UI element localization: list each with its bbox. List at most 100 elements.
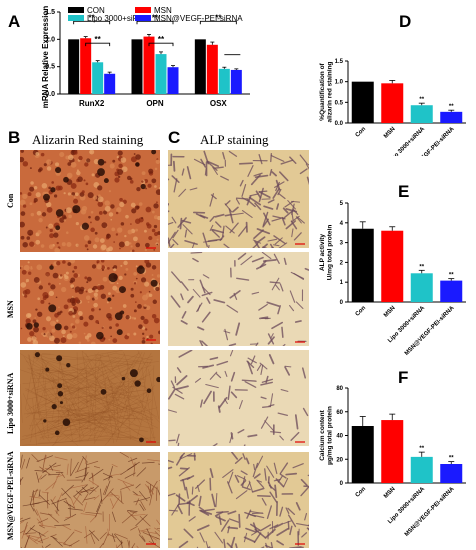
chart-a-bar: [80, 38, 92, 94]
panel-label-d: D: [399, 12, 412, 31]
chart-f-xtick-label: MSN: [383, 486, 397, 500]
chart-a-sig-bracket: [73, 20, 111, 25]
row-label-msn: MSN: [6, 300, 15, 318]
chart-d-sig-label: **: [419, 97, 424, 103]
panel-label-f: F: [398, 368, 409, 387]
chart-a-sig-bracket: [199, 20, 237, 25]
alizarin-photo-msnvegf: [20, 452, 160, 548]
alizarin-photo-lipo: [20, 350, 160, 446]
chart-a-xtick-label: RunX2: [79, 99, 105, 108]
alp-photo-msnvegf: [168, 452, 309, 548]
chart-e-xtick-label: Con: [355, 305, 368, 318]
row-label-con: Con: [6, 193, 15, 208]
chart-f-sig-label: **: [449, 456, 454, 462]
chart-d-xtick-label: MSN: [383, 126, 397, 140]
chart-a-sig-bracket: [136, 20, 174, 25]
chart-e-ytick-label: 2: [340, 260, 344, 266]
chart-e-ylabel: ALP activityU/mg total protein: [319, 225, 334, 281]
chart-e-bar: [351, 228, 374, 302]
chart-a-bar: [104, 73, 116, 94]
panel-label-a: A: [8, 12, 21, 31]
chart-a-bar: [68, 39, 80, 94]
chart-a-ytick-label: 0.0: [45, 91, 55, 98]
chart-a-bar: [167, 67, 179, 94]
chart-e-bar: [440, 280, 463, 302]
chart-e-xtick-label: MSN@VEGF-PEI-siRNA: [404, 305, 456, 357]
chart-a-bar: [218, 68, 230, 94]
chart-a-sig-label: **: [152, 13, 159, 22]
chart-d-ytick-label: 0.5: [335, 100, 344, 106]
chart-f-sig-label: **: [419, 446, 424, 452]
alizarin-section-title: Alizarin Red staining: [32, 132, 144, 147]
chart-a-bar: [194, 39, 206, 94]
chart-f-calcium-content: 0 20 40 60 80 Calcium contentµg/mg total prot…: [319, 386, 466, 538]
chart-a-legend-label: CON: [87, 6, 105, 15]
chart-d-ytick-label: 0.0: [335, 121, 344, 127]
chart-a-ylabel: mRNA Relative Expression: [41, 6, 50, 109]
chart-a-legend-label: MSN@VEGF-PEI-siRNA: [154, 14, 243, 23]
alizarin-photo-con: [20, 150, 160, 252]
chart-a-sig-bracket: [85, 42, 111, 47]
chart-a-legend-label: MSN: [154, 6, 172, 15]
chart-a-sig-bracket: [148, 42, 174, 47]
chart-d-bar: [440, 111, 463, 123]
chart-f-xtick-label: Con: [355, 486, 368, 499]
chart-a-bar: [143, 36, 155, 94]
chart-a-bar: [230, 69, 242, 94]
chart-e-xtick-label: MSN: [383, 305, 397, 319]
chart-a-legend-label: Lipo 3000+siRNA: [87, 14, 150, 23]
chart-a-legend-swatch: [68, 7, 84, 13]
chart-a-bar: [155, 54, 167, 94]
chart-f-ytick-label: 60: [336, 410, 343, 416]
chart-a-ytick-label: 1.0: [45, 36, 55, 43]
chart-a-sig-label: **: [89, 13, 96, 22]
chart-f-bar: [410, 456, 433, 483]
alizarin-photo-msn: [20, 260, 160, 344]
chart-a-legend-swatch: [135, 15, 151, 21]
chart-e-bar: [381, 230, 404, 302]
chart-e-ytick-label: 4: [340, 221, 344, 227]
chart-a-legend-swatch: [68, 15, 84, 21]
chart-a-bar: [92, 62, 104, 94]
chart-e-ytick-label: 0: [340, 300, 344, 306]
chart-a-ytick-label: 0.5: [45, 64, 55, 71]
chart-f-xtick-label: MSN@VEGF-PEI-siRNA: [404, 486, 456, 538]
chart-d-ytick-label: 1.0: [335, 80, 344, 86]
chart-a-sig-label: **: [95, 35, 102, 44]
chart-f-ytick-label: 80: [336, 386, 343, 392]
chart-a-xtick-label: OSX: [210, 99, 228, 108]
chart-e-sig-label: **: [449, 273, 454, 279]
chart-e-sig-label: **: [419, 264, 424, 270]
alp-photo-con: [168, 150, 309, 248]
chart-a-xtick-label: OPN: [146, 99, 164, 108]
chart-e-alp-activity: 0 1 2 3 4 5 ALP activityU/mg total protein Con M…: [319, 201, 466, 357]
chart-f-bar: [381, 420, 404, 483]
chart-d-sig-label: **: [449, 104, 454, 110]
chart-d-bar: [410, 105, 433, 123]
chart-a-sig-label: **: [215, 13, 222, 22]
panel-label-c: C: [168, 128, 181, 147]
alp-photo-msn: [168, 252, 309, 346]
chart-d-bar: [381, 83, 404, 123]
chart-a-legend-swatch: [135, 7, 151, 13]
chart-f-bar: [351, 426, 374, 483]
chart-d-bar: [351, 81, 374, 123]
chart-d-ytick-label: 1.5: [335, 59, 344, 65]
alp-photo-lipo: [168, 350, 309, 446]
chart-a-ytick-label: 1.5: [45, 9, 55, 16]
chart-f-ytick-label: 20: [336, 457, 343, 463]
chart-e-ytick-label: 5: [340, 201, 344, 207]
chart-e-bar: [410, 273, 433, 302]
chart-d-ylabel: %Quantification ofalizarin red staining: [319, 61, 334, 122]
chart-e-ytick-label: 1: [340, 280, 344, 286]
chart-d-xtick-label: Con: [355, 126, 368, 139]
chart-f-ytick-label: 40: [336, 434, 343, 440]
panel-label-b: B: [8, 128, 21, 147]
chart-f-bar: [440, 464, 463, 483]
row-label-msnvegf: MSN@VEGF-PEI-siRNA: [6, 451, 15, 540]
panel-label-e: E: [398, 182, 410, 201]
chart-a-sig-label: **: [158, 35, 165, 44]
chart-a-bar: [206, 44, 218, 94]
row-label-lipo: Lipo 3000+siRNA: [6, 372, 15, 434]
